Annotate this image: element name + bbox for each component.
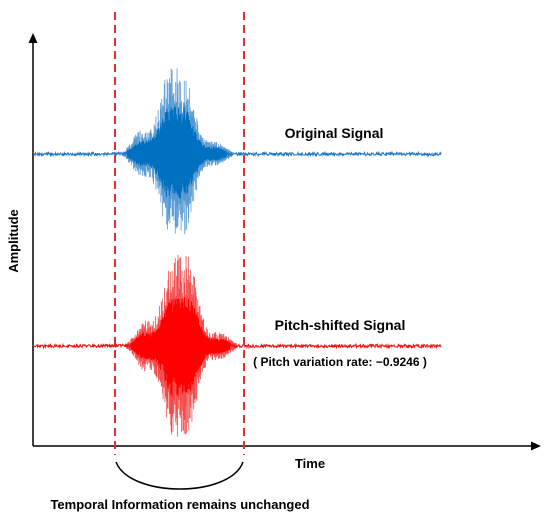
- waveform-trace: [32, 150, 442, 158]
- y-axis-label: Amplitude: [6, 209, 21, 273]
- y-axis-arrow-icon: [28, 33, 38, 43]
- waveform-trace: [32, 342, 442, 350]
- temporal-brace: [115, 461, 244, 490]
- pitch-shifted-signal-label: Pitch-shifted Signal: [275, 317, 406, 333]
- x-axis-arrow-icon: [531, 441, 541, 451]
- pitch-variation-rate-label: ( Pitch variation rate: −0.9246 ): [253, 355, 427, 369]
- waveform-burst-core: [131, 297, 231, 397]
- x-axis-label: Time: [295, 456, 325, 471]
- brace-label: Temporal Information remains unchanged: [50, 497, 309, 512]
- axes: [28, 33, 541, 451]
- original-signal-waveform: [32, 68, 442, 235]
- pitch-shifted-signal-waveform: [32, 254, 442, 437]
- original-signal-label: Original Signal: [285, 125, 384, 141]
- waveform-burst-core: [127, 106, 227, 199]
